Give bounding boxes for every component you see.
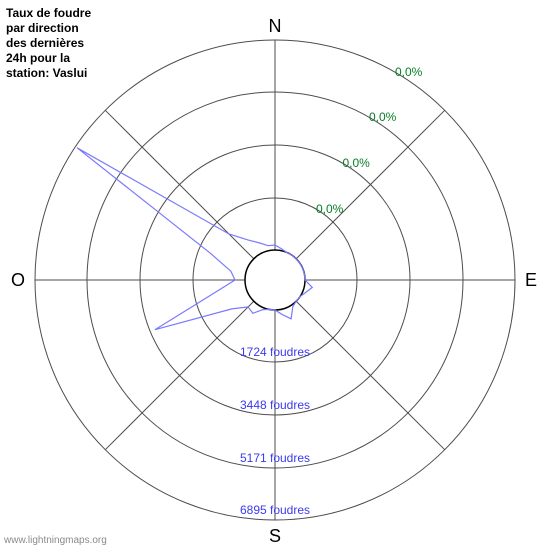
ring-bottom-label-1: 3448 foudres <box>240 398 310 412</box>
cardinal-s: S <box>269 526 281 546</box>
ring-top-label-0: 0,0% <box>316 202 344 216</box>
cardinal-w: O <box>11 270 25 290</box>
ring-top-label-2: 0,0% <box>369 110 397 124</box>
polar-chart: 0,0% 0,0% 0,0% 0,0% 1724 foudres 3448 foudre… <box>0 0 550 550</box>
ring-bottom-label-0: 1724 foudres <box>240 345 310 359</box>
ring-top-label-3: 0,0% <box>395 65 423 79</box>
ring-top-label-1: 0,0% <box>343 156 371 170</box>
credit-text: www.lightningmaps.org <box>4 535 107 546</box>
cardinal-e: E <box>525 270 537 290</box>
ring-bottom-label-2: 5171 foudres <box>240 451 310 465</box>
cardinal-n: N <box>269 16 282 36</box>
ring-bottom-label-3: 6895 foudres <box>240 503 310 517</box>
